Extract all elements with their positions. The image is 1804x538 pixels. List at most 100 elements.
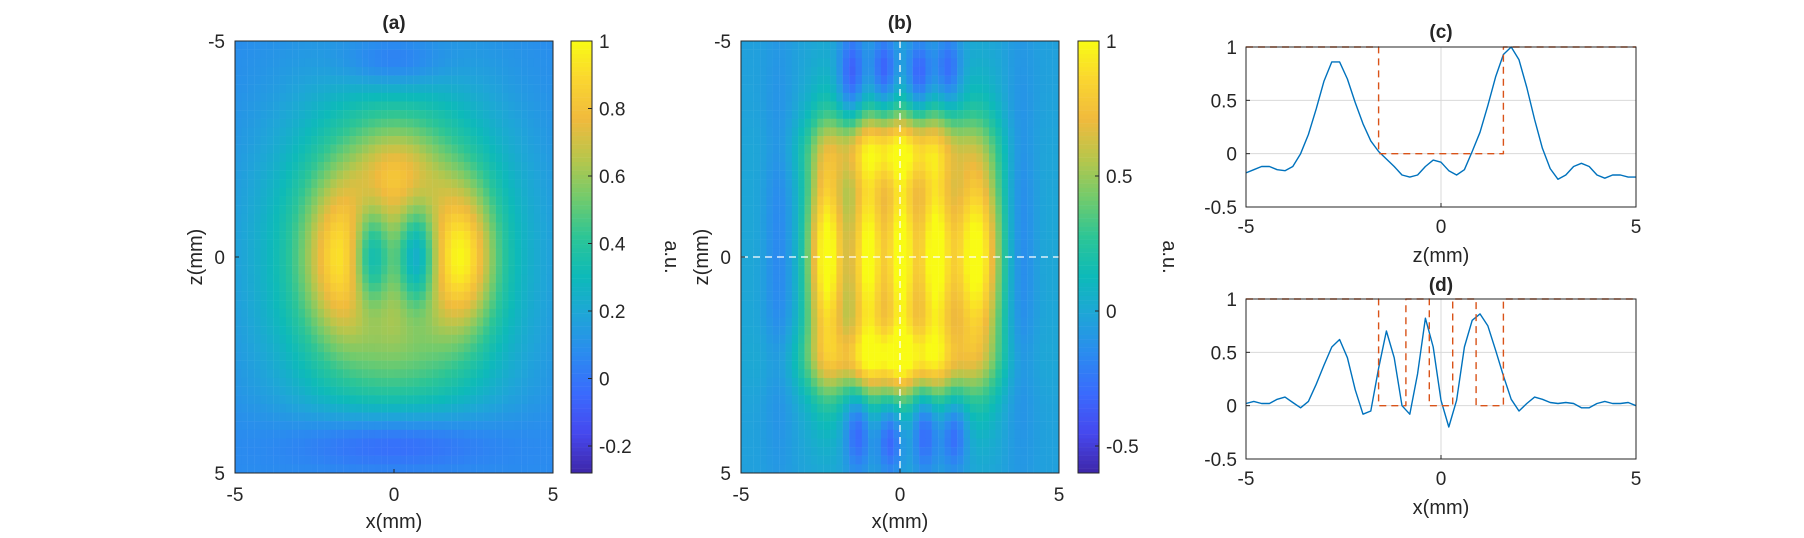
heatmap-cell bbox=[337, 222, 344, 231]
heatmap-cell bbox=[362, 76, 369, 85]
heatmap-cell bbox=[445, 430, 452, 439]
heatmap-cell bbox=[875, 335, 882, 344]
heatmap-cell bbox=[394, 76, 401, 85]
heatmap-cell bbox=[426, 395, 433, 404]
heatmap-cell bbox=[868, 283, 875, 292]
heatmap-cell bbox=[862, 404, 869, 413]
heatmap-cell bbox=[836, 317, 843, 326]
heatmap-cell bbox=[887, 179, 894, 188]
heatmap-cell bbox=[254, 387, 261, 396]
heatmap-cell bbox=[407, 101, 414, 110]
heatmap-cell bbox=[540, 257, 547, 266]
heatmap-cell bbox=[766, 136, 773, 145]
heatmap-cell bbox=[786, 404, 793, 413]
heatmap-cell bbox=[502, 240, 509, 249]
heatmap-cell bbox=[235, 292, 242, 301]
heatmap-cell bbox=[983, 317, 990, 326]
heatmap-cell bbox=[881, 283, 888, 292]
heatmap-cell bbox=[330, 248, 337, 257]
heatmap-cell bbox=[849, 274, 856, 283]
heatmap-cell bbox=[836, 257, 843, 266]
heatmap-cell bbox=[439, 188, 446, 197]
heatmap-cell bbox=[989, 119, 996, 128]
heatmap-cell bbox=[502, 326, 509, 335]
heatmap-cell bbox=[849, 326, 856, 335]
heatmap-cell bbox=[394, 421, 401, 430]
heatmap-cell bbox=[362, 110, 369, 119]
heatmap-cell bbox=[754, 300, 761, 309]
heatmap-cell bbox=[286, 50, 293, 59]
heatmap-cell bbox=[868, 335, 875, 344]
heatmap-cell bbox=[400, 93, 407, 102]
heatmap-cell bbox=[311, 257, 318, 266]
heatmap-cell bbox=[343, 283, 350, 292]
heatmap-cell bbox=[836, 248, 843, 257]
heatmap-cell bbox=[477, 257, 484, 266]
heatmap-cell bbox=[1034, 145, 1041, 154]
heatmap-cell bbox=[508, 231, 515, 240]
heatmap-cell bbox=[426, 283, 433, 292]
heatmap-cell bbox=[528, 456, 535, 465]
heatmap-cell bbox=[496, 404, 503, 413]
heatmap-cell bbox=[824, 395, 831, 404]
heatmap-cell bbox=[932, 248, 939, 257]
heatmap-cell bbox=[445, 84, 452, 93]
heatmap-cell bbox=[849, 266, 856, 275]
heatmap-cell bbox=[400, 162, 407, 171]
heatmap-cell bbox=[547, 84, 554, 93]
heatmap-cell bbox=[919, 41, 926, 50]
heatmap-cell bbox=[817, 300, 824, 309]
heatmap-cell bbox=[235, 84, 242, 93]
heatmap-cell bbox=[515, 343, 522, 352]
heatmap-cell bbox=[1002, 335, 1009, 344]
heatmap-cell bbox=[470, 84, 477, 93]
heatmap-cell bbox=[330, 413, 337, 422]
heatmap-cell bbox=[337, 101, 344, 110]
heatmap-cell bbox=[900, 413, 907, 422]
heatmap-cell bbox=[983, 335, 990, 344]
heatmap-cell bbox=[951, 110, 958, 119]
heatmap-cell bbox=[483, 127, 490, 136]
heatmap-cell bbox=[817, 361, 824, 370]
heatmap-cell bbox=[957, 179, 964, 188]
heatmap-cell bbox=[786, 387, 793, 396]
heatmap-cell bbox=[811, 127, 818, 136]
heatmap-cell bbox=[957, 343, 964, 352]
heatmap-cell bbox=[343, 309, 350, 318]
heatmap-cell bbox=[1014, 145, 1021, 154]
heatmap-cell bbox=[792, 205, 799, 214]
heatmap-cell bbox=[528, 67, 535, 76]
heatmap-cell bbox=[925, 197, 932, 206]
heatmap-cell bbox=[1034, 317, 1041, 326]
heatmap-cell bbox=[894, 326, 901, 335]
heatmap-cell bbox=[369, 395, 376, 404]
heatmap-cell bbox=[508, 179, 515, 188]
heatmap-cell bbox=[540, 413, 547, 422]
heatmap-cell bbox=[508, 136, 515, 145]
heatmap-cell bbox=[515, 369, 522, 378]
heatmap-cell bbox=[957, 413, 964, 422]
heatmap-cell bbox=[540, 274, 547, 283]
heatmap-cell bbox=[235, 421, 242, 430]
heatmap-cell bbox=[773, 205, 780, 214]
heatmap-cell bbox=[343, 127, 350, 136]
heatmap-cell bbox=[805, 395, 812, 404]
heatmap-cell bbox=[292, 326, 299, 335]
heatmap-cell bbox=[906, 387, 913, 396]
heatmap-cell bbox=[235, 127, 242, 136]
heatmap-cell bbox=[995, 58, 1002, 67]
colorbar-segment bbox=[571, 171, 592, 176]
heatmap-cell bbox=[989, 395, 996, 404]
heatmap-cell bbox=[1027, 421, 1034, 430]
heatmap-cell bbox=[483, 283, 490, 292]
heatmap-cell bbox=[798, 127, 805, 136]
heatmap-cell bbox=[957, 240, 964, 249]
heatmap-cell bbox=[477, 352, 484, 361]
heatmap-cell bbox=[830, 84, 837, 93]
heatmap-cell bbox=[439, 101, 446, 110]
heatmap-cell bbox=[248, 266, 255, 275]
colorbar-segment bbox=[571, 456, 592, 461]
heatmap-cell bbox=[754, 205, 761, 214]
heatmap-cell bbox=[811, 76, 818, 85]
heatmap-cell bbox=[983, 41, 990, 50]
